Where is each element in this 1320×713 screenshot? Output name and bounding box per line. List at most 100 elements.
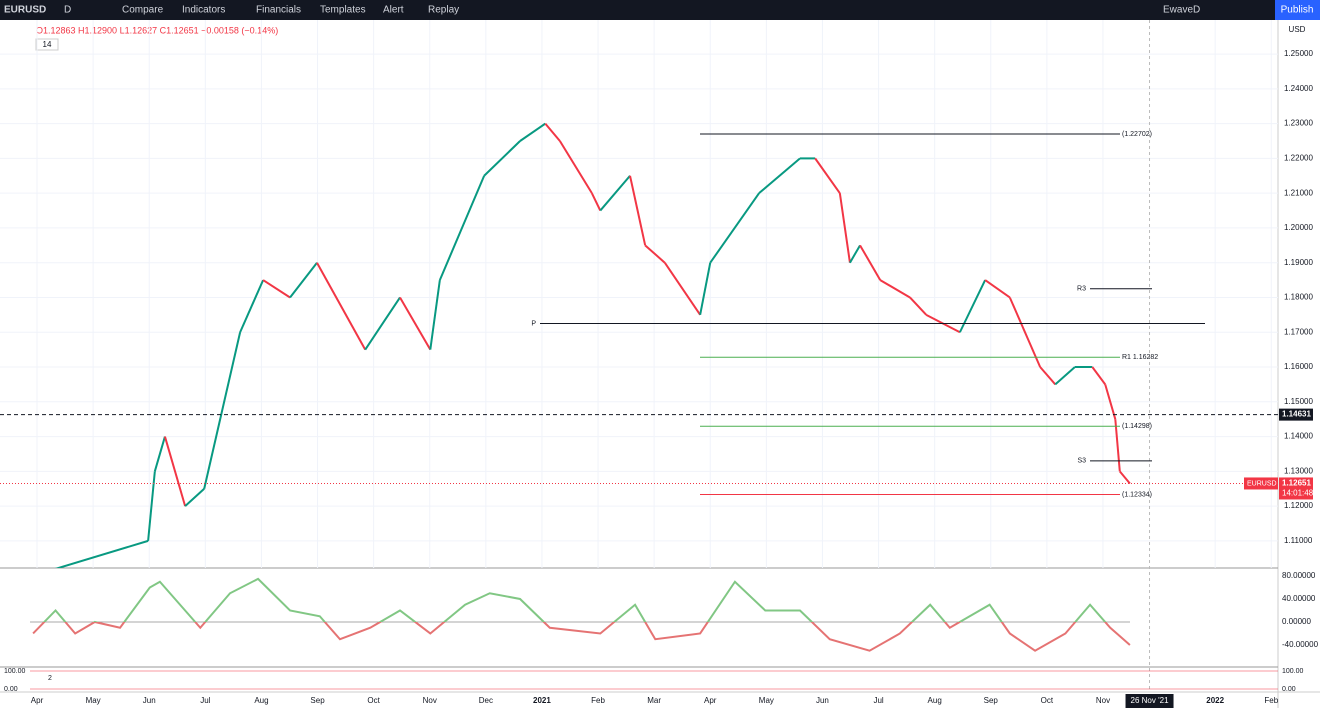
y-tick-label: 1.21000 (1284, 188, 1313, 197)
y-tick-label: 1.24000 (1284, 84, 1313, 93)
price-tag (1279, 408, 1313, 421)
pivot-label: (1.22702) (1122, 131, 1152, 138)
price-segment (559, 140, 593, 194)
price-segment (399, 296, 432, 351)
price-segment (163, 436, 187, 507)
price-segment (644, 244, 666, 264)
price-segment (1114, 419, 1121, 472)
price-segment (629, 175, 647, 246)
price-segment (984, 279, 1011, 299)
price-segment (364, 296, 401, 351)
x-tick-label: Apr (31, 696, 44, 705)
price-tag-label: 1.12651 (1282, 479, 1311, 488)
indicator-legend: 14 (43, 40, 52, 49)
lower-tick-label: 100.00 (4, 668, 26, 675)
toolbar: EURUSD D Compare Indicators Financials T… (0, 0, 1320, 20)
osc-tick-label: 0.00000 (1282, 617, 1311, 626)
y-tick-label: 1.20000 (1284, 223, 1313, 232)
currency[interactable]: USD (1289, 25, 1306, 34)
price-segment (838, 193, 851, 263)
indicator-box (35, 38, 59, 51)
pivot-label: (1.14298) (1122, 423, 1152, 430)
toolbar-button[interactable]: Templates (320, 5, 366, 16)
x-tick-label: Sep (310, 696, 325, 705)
osc-tick-label: 80.00000 (1282, 571, 1316, 580)
price-segment (429, 279, 441, 350)
x-tick-label: 2021 (533, 696, 551, 705)
price-segment (849, 244, 861, 264)
x-tick-label: May (759, 696, 774, 705)
pivot-label: (1.12334) (1122, 491, 1152, 498)
price-segment (438, 175, 486, 281)
ohlc-legend: O1.12863 H1.12900 L1.12627 C1.12651 −0.0… (36, 25, 278, 35)
price-segment (184, 487, 205, 507)
osc-tick-label: -40.00000 (1282, 640, 1319, 649)
toolbar-bg (0, 0, 1320, 20)
x-tick-label: Feb (1264, 696, 1278, 705)
price-segment (147, 471, 156, 541)
price-tag-label: 1.14631 (1282, 410, 1311, 419)
price-segment (153, 436, 166, 472)
x-tick-label: Jul (200, 696, 210, 705)
x-tick-label: Feb (591, 696, 605, 705)
price-segment (814, 157, 841, 194)
price-segment (758, 157, 801, 194)
toolbar-button[interactable]: Indicators (182, 5, 225, 16)
price-segment (1008, 297, 1042, 368)
x-tick-label: Nov (423, 696, 437, 705)
oscillator-line (32, 577, 1131, 652)
cursor-label: 26 Nov '21 (1131, 696, 1170, 705)
cursor-tag (1125, 694, 1174, 708)
y-tick-label: 1.19000 (1284, 258, 1313, 267)
x-tick-label: Apr (704, 696, 717, 705)
y-tick-label: 1.16000 (1284, 362, 1313, 371)
y-tick-label: 1.14000 (1284, 432, 1313, 441)
toolbar-button[interactable]: Financials (256, 5, 301, 16)
price-segment (590, 192, 602, 211)
x-tick-label: Jun (143, 696, 156, 705)
x-tick-label: May (86, 696, 101, 705)
countdown: 14:01:48 (1282, 489, 1314, 498)
price-segment (316, 262, 367, 351)
price-segment (1104, 384, 1117, 420)
price-segment (544, 122, 561, 142)
x-tick-label: Oct (367, 696, 380, 705)
toolbar-button[interactable]: Replay (428, 5, 459, 16)
toolbar-button[interactable]: Compare (122, 5, 164, 16)
publish-label[interactable]: Publish (1281, 5, 1314, 16)
y-tick-label: 1.11000 (1284, 536, 1313, 545)
y-tick-label: 1.23000 (1284, 119, 1313, 128)
price-segment (699, 262, 712, 316)
symbol[interactable]: EURUSD (4, 5, 46, 16)
price-segment (289, 262, 318, 299)
x-tick-label: Aug (928, 696, 942, 705)
lower-tick-label: 0.00 (4, 686, 18, 693)
interval[interactable]: D (64, 5, 71, 16)
y-tick-label: 1.17000 (1284, 327, 1313, 336)
layout-name[interactable]: EwaveD (1163, 5, 1200, 16)
x-tick-label: Oct (1041, 696, 1054, 705)
price-segment (1039, 366, 1057, 386)
price-segment (1054, 366, 1076, 386)
price-segment (239, 279, 265, 333)
x-tick-label: Aug (254, 696, 268, 705)
price-segment (709, 192, 760, 264)
price-tag (1279, 477, 1313, 500)
price-segment (909, 296, 927, 316)
x-tick-label: Mar (647, 696, 661, 705)
x-tick-label: 2022 (1206, 696, 1224, 705)
price-segment (663, 262, 701, 316)
pivot-label: R1 1.16282 (1122, 354, 1158, 361)
price-segment (1091, 366, 1107, 386)
price-segment (859, 244, 882, 281)
publish-button[interactable] (1275, 0, 1320, 20)
osc-tick-label: 40.00000 (1282, 594, 1316, 603)
toolbar-button[interactable]: Alert (383, 5, 404, 16)
symbol-tag-label: EURUSD (1247, 480, 1277, 487)
price-segment (959, 279, 987, 333)
x-tick-label: Jul (873, 696, 883, 705)
lower-tick-label: 100.00 (1282, 668, 1304, 675)
x-tick-label: Dec (479, 696, 493, 705)
lower-indicator: 2 (48, 675, 52, 682)
